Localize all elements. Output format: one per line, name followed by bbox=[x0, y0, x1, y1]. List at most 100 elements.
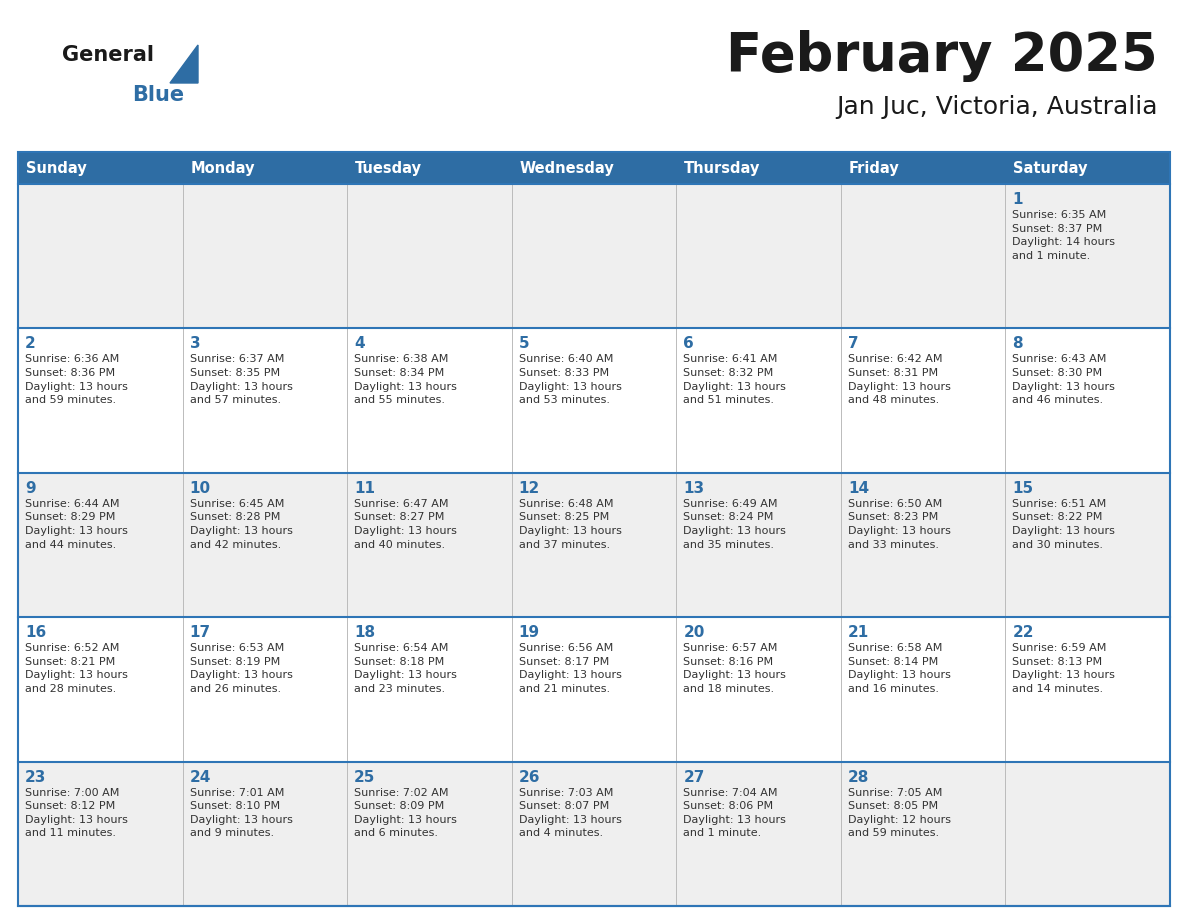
Bar bbox=[18, 184, 183, 329]
Text: 19: 19 bbox=[519, 625, 539, 640]
Bar bbox=[1005, 617, 1170, 762]
Bar bbox=[676, 152, 841, 184]
Text: 21: 21 bbox=[848, 625, 870, 640]
Text: 5: 5 bbox=[519, 336, 530, 352]
Text: Sunrise: 6:53 AM
Sunset: 8:19 PM
Daylight: 13 hours
and 26 minutes.: Sunrise: 6:53 AM Sunset: 8:19 PM Dayligh… bbox=[190, 644, 292, 694]
Text: Monday: Monday bbox=[190, 161, 255, 175]
Bar bbox=[512, 152, 676, 184]
Text: Sunrise: 6:52 AM
Sunset: 8:21 PM
Daylight: 13 hours
and 28 minutes.: Sunrise: 6:52 AM Sunset: 8:21 PM Dayligh… bbox=[25, 644, 128, 694]
Bar bbox=[1005, 473, 1170, 617]
Text: 13: 13 bbox=[683, 481, 704, 496]
Bar bbox=[841, 184, 1005, 329]
Text: 10: 10 bbox=[190, 481, 210, 496]
Bar bbox=[183, 152, 347, 184]
Bar bbox=[183, 473, 347, 617]
Bar bbox=[841, 152, 1005, 184]
Text: 22: 22 bbox=[1012, 625, 1034, 640]
Text: 26: 26 bbox=[519, 769, 541, 785]
Text: 6: 6 bbox=[683, 336, 694, 352]
Text: 14: 14 bbox=[848, 481, 868, 496]
Text: 16: 16 bbox=[25, 625, 46, 640]
Text: Blue: Blue bbox=[132, 85, 184, 105]
Text: Sunrise: 6:47 AM
Sunset: 8:27 PM
Daylight: 13 hours
and 40 minutes.: Sunrise: 6:47 AM Sunset: 8:27 PM Dayligh… bbox=[354, 498, 457, 550]
Text: 2: 2 bbox=[25, 336, 36, 352]
Bar bbox=[347, 617, 512, 762]
Polygon shape bbox=[170, 45, 198, 83]
Bar bbox=[347, 329, 512, 473]
Text: 25: 25 bbox=[354, 769, 375, 785]
Bar bbox=[676, 184, 841, 329]
Text: 28: 28 bbox=[848, 769, 870, 785]
Text: 7: 7 bbox=[848, 336, 859, 352]
Text: Sunrise: 6:54 AM
Sunset: 8:18 PM
Daylight: 13 hours
and 23 minutes.: Sunrise: 6:54 AM Sunset: 8:18 PM Dayligh… bbox=[354, 644, 457, 694]
Text: Tuesday: Tuesday bbox=[355, 161, 422, 175]
Bar bbox=[841, 329, 1005, 473]
Text: Sunrise: 6:49 AM
Sunset: 8:24 PM
Daylight: 13 hours
and 35 minutes.: Sunrise: 6:49 AM Sunset: 8:24 PM Dayligh… bbox=[683, 498, 786, 550]
Text: 11: 11 bbox=[354, 481, 375, 496]
Text: Sunrise: 6:58 AM
Sunset: 8:14 PM
Daylight: 13 hours
and 16 minutes.: Sunrise: 6:58 AM Sunset: 8:14 PM Dayligh… bbox=[848, 644, 950, 694]
Bar bbox=[841, 617, 1005, 762]
Text: 12: 12 bbox=[519, 481, 541, 496]
Text: Sunrise: 6:38 AM
Sunset: 8:34 PM
Daylight: 13 hours
and 55 minutes.: Sunrise: 6:38 AM Sunset: 8:34 PM Dayligh… bbox=[354, 354, 457, 405]
Text: Saturday: Saturday bbox=[1013, 161, 1088, 175]
Text: 3: 3 bbox=[190, 336, 201, 352]
Text: Sunrise: 6:45 AM
Sunset: 8:28 PM
Daylight: 13 hours
and 42 minutes.: Sunrise: 6:45 AM Sunset: 8:28 PM Dayligh… bbox=[190, 498, 292, 550]
Text: 20: 20 bbox=[683, 625, 704, 640]
Text: February 2025: February 2025 bbox=[726, 30, 1158, 82]
Text: 1: 1 bbox=[1012, 192, 1023, 207]
Bar bbox=[512, 473, 676, 617]
Text: 18: 18 bbox=[354, 625, 375, 640]
Bar bbox=[1005, 762, 1170, 906]
Text: Sunrise: 6:36 AM
Sunset: 8:36 PM
Daylight: 13 hours
and 59 minutes.: Sunrise: 6:36 AM Sunset: 8:36 PM Dayligh… bbox=[25, 354, 128, 405]
Text: 17: 17 bbox=[190, 625, 210, 640]
Text: 23: 23 bbox=[25, 769, 46, 785]
Text: Sunrise: 6:37 AM
Sunset: 8:35 PM
Daylight: 13 hours
and 57 minutes.: Sunrise: 6:37 AM Sunset: 8:35 PM Dayligh… bbox=[190, 354, 292, 405]
Text: Sunrise: 7:03 AM
Sunset: 8:07 PM
Daylight: 13 hours
and 4 minutes.: Sunrise: 7:03 AM Sunset: 8:07 PM Dayligh… bbox=[519, 788, 621, 838]
Text: Sunrise: 6:35 AM
Sunset: 8:37 PM
Daylight: 14 hours
and 1 minute.: Sunrise: 6:35 AM Sunset: 8:37 PM Dayligh… bbox=[1012, 210, 1116, 261]
Text: 27: 27 bbox=[683, 769, 704, 785]
Bar bbox=[1005, 184, 1170, 329]
Bar bbox=[347, 762, 512, 906]
Bar bbox=[18, 329, 183, 473]
Text: Sunrise: 6:43 AM
Sunset: 8:30 PM
Daylight: 13 hours
and 46 minutes.: Sunrise: 6:43 AM Sunset: 8:30 PM Dayligh… bbox=[1012, 354, 1116, 405]
Bar bbox=[18, 762, 183, 906]
Bar bbox=[676, 473, 841, 617]
Text: Sunrise: 6:59 AM
Sunset: 8:13 PM
Daylight: 13 hours
and 14 minutes.: Sunrise: 6:59 AM Sunset: 8:13 PM Dayligh… bbox=[1012, 644, 1116, 694]
Bar bbox=[347, 184, 512, 329]
Text: Sunrise: 7:00 AM
Sunset: 8:12 PM
Daylight: 13 hours
and 11 minutes.: Sunrise: 7:00 AM Sunset: 8:12 PM Dayligh… bbox=[25, 788, 128, 838]
Text: 15: 15 bbox=[1012, 481, 1034, 496]
Bar bbox=[512, 329, 676, 473]
Bar bbox=[18, 152, 183, 184]
Bar bbox=[512, 617, 676, 762]
Text: 8: 8 bbox=[1012, 336, 1023, 352]
Bar bbox=[512, 184, 676, 329]
Bar bbox=[512, 762, 676, 906]
Bar bbox=[18, 617, 183, 762]
Bar bbox=[676, 329, 841, 473]
Bar bbox=[18, 473, 183, 617]
Text: Sunrise: 6:50 AM
Sunset: 8:23 PM
Daylight: 13 hours
and 33 minutes.: Sunrise: 6:50 AM Sunset: 8:23 PM Dayligh… bbox=[848, 498, 950, 550]
Text: Jan Juc, Victoria, Australia: Jan Juc, Victoria, Australia bbox=[836, 95, 1158, 119]
Bar bbox=[183, 329, 347, 473]
Text: Sunrise: 6:48 AM
Sunset: 8:25 PM
Daylight: 13 hours
and 37 minutes.: Sunrise: 6:48 AM Sunset: 8:25 PM Dayligh… bbox=[519, 498, 621, 550]
Text: Wednesday: Wednesday bbox=[519, 161, 614, 175]
Bar bbox=[841, 762, 1005, 906]
Bar bbox=[676, 762, 841, 906]
Text: Sunrise: 7:04 AM
Sunset: 8:06 PM
Daylight: 13 hours
and 1 minute.: Sunrise: 7:04 AM Sunset: 8:06 PM Dayligh… bbox=[683, 788, 786, 838]
Text: Friday: Friday bbox=[849, 161, 899, 175]
Bar bbox=[347, 473, 512, 617]
Bar bbox=[183, 762, 347, 906]
Text: Sunrise: 7:05 AM
Sunset: 8:05 PM
Daylight: 12 hours
and 59 minutes.: Sunrise: 7:05 AM Sunset: 8:05 PM Dayligh… bbox=[848, 788, 950, 838]
Text: Sunrise: 6:41 AM
Sunset: 8:32 PM
Daylight: 13 hours
and 51 minutes.: Sunrise: 6:41 AM Sunset: 8:32 PM Dayligh… bbox=[683, 354, 786, 405]
Text: 4: 4 bbox=[354, 336, 365, 352]
Text: 24: 24 bbox=[190, 769, 211, 785]
Text: Sunrise: 6:57 AM
Sunset: 8:16 PM
Daylight: 13 hours
and 18 minutes.: Sunrise: 6:57 AM Sunset: 8:16 PM Dayligh… bbox=[683, 644, 786, 694]
Bar bbox=[1005, 329, 1170, 473]
Text: Sunday: Sunday bbox=[26, 161, 87, 175]
Bar bbox=[183, 617, 347, 762]
Text: 9: 9 bbox=[25, 481, 36, 496]
Text: Sunrise: 6:40 AM
Sunset: 8:33 PM
Daylight: 13 hours
and 53 minutes.: Sunrise: 6:40 AM Sunset: 8:33 PM Dayligh… bbox=[519, 354, 621, 405]
Bar bbox=[841, 473, 1005, 617]
Bar bbox=[1005, 152, 1170, 184]
Text: Sunrise: 6:51 AM
Sunset: 8:22 PM
Daylight: 13 hours
and 30 minutes.: Sunrise: 6:51 AM Sunset: 8:22 PM Dayligh… bbox=[1012, 498, 1116, 550]
